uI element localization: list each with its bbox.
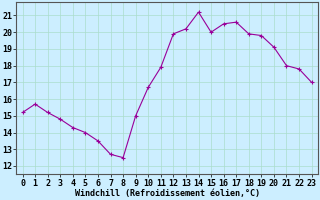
X-axis label: Windchill (Refroidissement éolien,°C): Windchill (Refroidissement éolien,°C) — [75, 189, 260, 198]
